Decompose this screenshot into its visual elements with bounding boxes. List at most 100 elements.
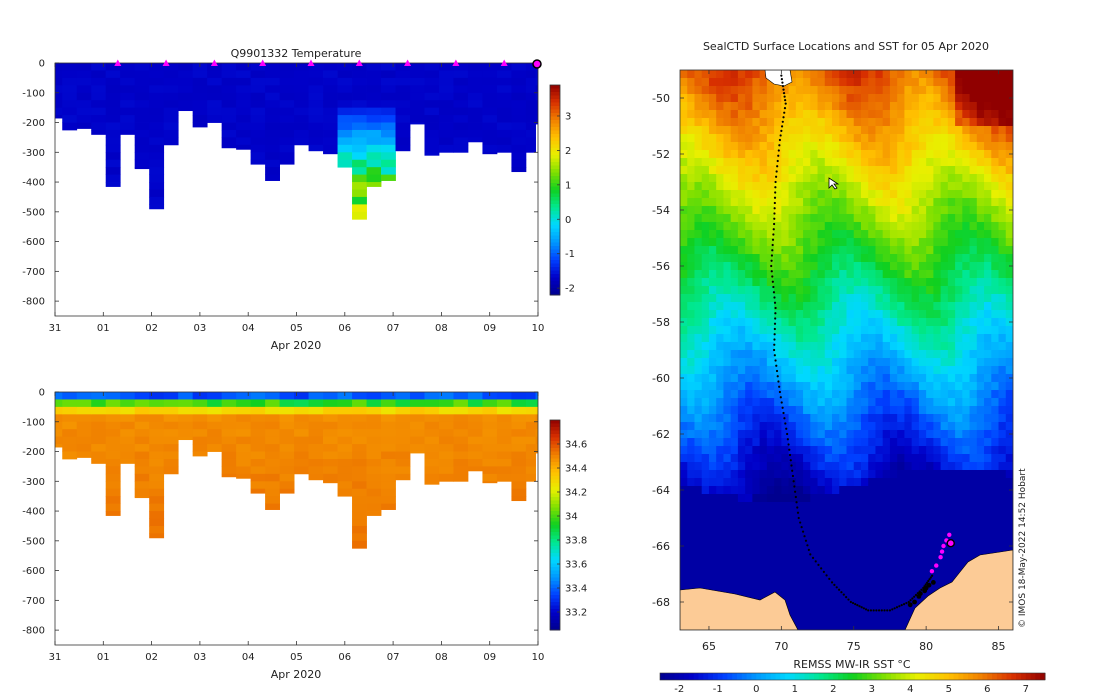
sst-cell [752, 526, 761, 535]
sst-cell [955, 142, 963, 151]
sst-cell [817, 606, 826, 615]
sst-field [680, 70, 1013, 630]
profile-cell [395, 458, 411, 467]
sst-cell [962, 398, 971, 407]
sst-cell [730, 326, 739, 335]
profile-cell [352, 525, 367, 534]
sst-cell [984, 238, 992, 247]
colorbar-segment [550, 246, 560, 250]
profile-cell [163, 429, 179, 438]
sst-cell [716, 430, 724, 439]
sst-colorbar-segment [919, 673, 926, 680]
sst-cell [708, 350, 717, 359]
profile-cell [221, 115, 237, 123]
profile-cell [91, 129, 107, 135]
sst-cell [875, 566, 884, 575]
sst-cell [962, 262, 971, 271]
colorbar-segment [550, 423, 560, 428]
sst-cell [955, 150, 963, 159]
sst-cell [976, 78, 985, 87]
sst-cell [795, 302, 804, 311]
profile-cell [381, 503, 396, 510]
sst-cell [766, 110, 775, 119]
profile-cell [535, 429, 538, 438]
sst-cell [897, 526, 905, 535]
sst-cell [723, 206, 732, 215]
x-tick-label: 10 [532, 323, 545, 334]
sst-cell [788, 422, 797, 431]
profile-cell [149, 466, 165, 475]
sst-cell [875, 398, 884, 407]
sst-cell [882, 246, 891, 255]
sst-cell [860, 510, 869, 519]
sst-cell [701, 214, 710, 223]
sst-colorbar-segment [809, 673, 815, 680]
sst-cell [911, 398, 920, 407]
sst-cell [918, 438, 927, 447]
sst-cell [984, 470, 992, 479]
attribution-text: © IMOS 18-May-2022 14:52 Hobart [1018, 468, 1028, 628]
sst-cell [824, 598, 833, 607]
sst-cell [716, 174, 724, 183]
sst-cell [897, 310, 905, 319]
profile-cell [352, 100, 367, 109]
track-point [905, 601, 908, 605]
sst-cell [1005, 278, 1013, 287]
sst-cell [737, 446, 746, 455]
colorbar-segment [550, 469, 560, 473]
sst-cell [752, 350, 761, 359]
sst-cell [701, 342, 710, 351]
sst-cell [947, 94, 956, 103]
sst-cell [716, 334, 724, 343]
profile-cell [207, 100, 223, 109]
track-point [792, 480, 795, 483]
sst-cell [1005, 134, 1013, 143]
sst-cell [708, 486, 717, 495]
sst-cell [716, 366, 724, 375]
sst-cell [904, 110, 913, 119]
track-point [774, 306, 777, 310]
sst-cell [947, 166, 956, 175]
profile-cell [279, 92, 295, 101]
track-point [778, 144, 781, 147]
sst-cell [918, 582, 927, 591]
track-point [773, 201, 776, 205]
sst-cell [1005, 382, 1013, 391]
sst-cell [737, 334, 746, 343]
sst-cell [947, 310, 956, 319]
profile-cell [192, 414, 208, 423]
sst-cell [708, 550, 717, 559]
sst-cell [969, 302, 978, 311]
sst-cell [737, 294, 746, 303]
sst-cell [781, 302, 790, 311]
sst-cell [933, 86, 942, 95]
sst-cell [745, 182, 753, 191]
sst-cell [810, 294, 819, 303]
x-tick-label: 07 [387, 652, 400, 663]
sst-cell [737, 262, 746, 271]
sst-cell [766, 246, 775, 255]
sst-cell [969, 262, 978, 271]
profile-cell [410, 406, 425, 415]
profile-cell [366, 85, 382, 94]
colorbar-tick-label: 33.6 [565, 560, 587, 571]
y-tick-label: -600 [22, 237, 45, 248]
sst-cell [868, 622, 876, 630]
colorbar-segment [550, 235, 560, 240]
sst-cell [860, 382, 869, 391]
sst-cell [745, 366, 753, 375]
sst-cell [781, 478, 790, 487]
track-point [811, 556, 815, 560]
sst-cell [1005, 534, 1013, 543]
sst-cell [788, 150, 797, 159]
sst-cell [969, 414, 978, 423]
profile-cell [453, 63, 469, 71]
sst-cell [897, 326, 905, 335]
sst-cell [701, 566, 710, 575]
track-point [777, 380, 780, 383]
profile-cell [467, 129, 483, 138]
colorbar-segment [550, 623, 560, 627]
sst-cell [882, 582, 891, 591]
profile-cell [207, 429, 223, 438]
sst-cell [1005, 334, 1013, 343]
